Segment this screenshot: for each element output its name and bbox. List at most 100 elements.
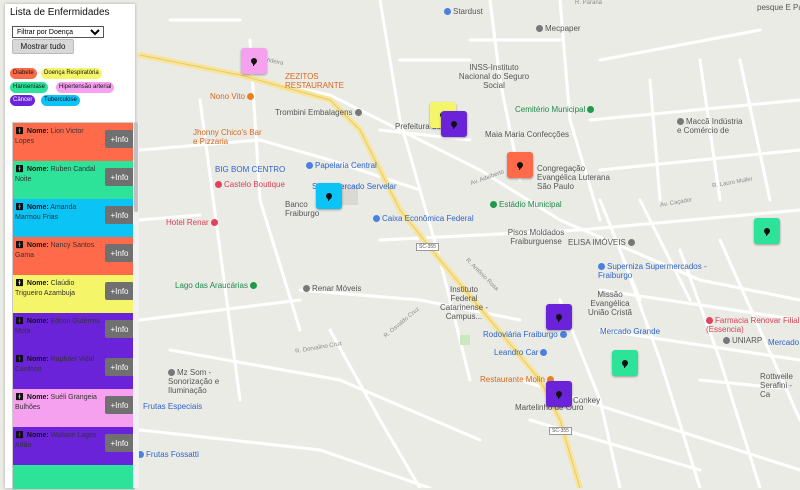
info-button[interactable]: +Info — [105, 434, 134, 452]
disease-marker[interactable] — [507, 152, 533, 178]
map-place[interactable]: Rodoviária Fraiburgo — [483, 330, 569, 339]
info-button[interactable]: +Info — [105, 168, 134, 186]
map-place[interactable]: Conkey — [573, 396, 601, 405]
patient-list[interactable]: 🚹︎ Nome: Lion Victor Lopes +Info 🚹︎ Nome: … — [12, 122, 135, 490]
person-icon: 🚹︎ — [15, 432, 24, 439]
list-item: 🚹︎ Nome: Amanda Marmou Frias +Info — [13, 199, 134, 237]
map-place[interactable]: Farmacia Renovar Filial (Essencia) — [706, 316, 800, 334]
map-place[interactable]: Maccã Indústria e Comércio de — [677, 117, 743, 135]
map-place[interactable]: Missão Evangélica União Cristã — [587, 290, 632, 317]
person-icon: 🚹︎ — [15, 128, 24, 135]
disease-marker[interactable] — [546, 304, 572, 330]
patient-name: Edson Guterres Mota — [15, 318, 100, 335]
map-place[interactable]: Supermercado Servelar — [312, 182, 397, 191]
map-place[interactable]: ZEZITOS RESTAURANTE — [285, 72, 344, 90]
name-prefix: Nome: — [26, 356, 49, 363]
name-prefix: Nome: — [26, 318, 49, 325]
name-prefix: Nome: — [26, 280, 49, 287]
map-place[interactable]: Superniza Supermercados - Fraiburgo — [598, 262, 707, 280]
disease-marker[interactable] — [546, 381, 572, 407]
scroll-thumb[interactable] — [134, 122, 138, 212]
map-place[interactable]: Caixa Econômica Federal — [373, 214, 474, 223]
disease-marker[interactable] — [241, 48, 267, 74]
disease-panel: Lista de Enfermidades Filtrar por Doença… — [5, 4, 139, 490]
patient-name: Claúdio Trigueiro Azambuja — [15, 280, 76, 297]
map-place[interactable]: Frutas Fossatti — [137, 450, 199, 459]
disease-marker[interactable] — [754, 218, 780, 244]
list-item: 🚹︎ Nome: Claúdio Trigueiro Azambuja +Info — [13, 275, 134, 313]
map-place[interactable]: UNIARP — [723, 336, 762, 345]
map-place[interactable]: Rottweile Serafini - Ca — [760, 372, 793, 399]
person-icon: 🚹︎ — [15, 318, 24, 325]
map-place[interactable]: Restaurante Molin — [480, 375, 556, 384]
patient-name: Lion Victor Lopes — [15, 128, 84, 145]
info-button[interactable]: +Info — [105, 396, 134, 414]
map-place[interactable]: Leandro Car — [494, 348, 549, 357]
map-place[interactable]: Congregação Evangélica Luterana São Paul… — [537, 164, 610, 191]
patient-name: Amanda Marmou Frias — [15, 204, 77, 221]
disease-filter-select[interactable]: Filtrar por Doença — [12, 26, 104, 38]
map-place[interactable]: Nono Vito — [210, 92, 256, 101]
map-place[interactable]: Stardust — [444, 7, 483, 16]
map-place[interactable]: Mercado Grande — [600, 327, 661, 336]
info-button[interactable]: +Info — [105, 358, 134, 376]
map-place[interactable]: Prefeitura de — [395, 122, 441, 131]
map-place[interactable]: Pisos Moldados Fraiburguense — [507, 228, 565, 246]
map-place[interactable]: pesque E Pa — [757, 3, 800, 12]
show-all-button[interactable]: Mostrar tudo — [12, 39, 74, 54]
list-item: 🚹︎ Nome: Ruben Candal Noite +Info — [13, 161, 134, 199]
legend-cancer[interactable]: Câncer — [10, 95, 36, 106]
map-place[interactable]: Castelo Boutique — [215, 180, 285, 189]
panel-title: Lista de Enfermidades — [10, 7, 110, 18]
map-place[interactable]: Mz Som - Sonorização e Iluminação — [168, 368, 220, 395]
patient-name: Suéli Grangeia Bulhões — [15, 394, 97, 411]
name-prefix: Nome: — [26, 204, 49, 211]
legend-hypertension[interactable]: Hipertensão arterial — [56, 82, 115, 93]
highway-shield: SC-355 — [549, 427, 572, 435]
disease-marker[interactable] — [316, 183, 342, 209]
map-place[interactable]: Mecpaper — [536, 24, 581, 33]
list-item: 🚹︎ Nome: Suéli Grangeia Bulhões +Info — [13, 389, 134, 427]
person-icon: 🚹︎ — [15, 166, 24, 173]
map-place[interactable]: Jhonny Chico's Bar e Pizzaria — [193, 128, 262, 146]
list-scrollbar[interactable] — [133, 122, 139, 488]
disease-marker[interactable] — [612, 350, 638, 376]
name-prefix: Nome: — [26, 128, 49, 135]
patient-name: Wallace Lages Adão — [15, 432, 97, 449]
map-place[interactable]: Cemitério Municipal — [515, 105, 596, 114]
list-item: 🚹︎ Nome: Raphael Vidal Cardoso +Info — [13, 351, 134, 389]
name-prefix: Nome: — [26, 166, 49, 173]
map-place[interactable]: Hotel Renar — [166, 218, 220, 227]
legend-hanseniase[interactable]: Hanseníase — [10, 82, 49, 93]
info-button[interactable]: +Info — [105, 206, 134, 224]
map-place[interactable]: BIG BOM CENTRO — [215, 165, 286, 174]
info-button[interactable]: +Info — [105, 244, 134, 262]
legend-diabetes[interactable]: Diabete — [10, 68, 37, 79]
patient-name: Ruben Candal Noite — [15, 166, 96, 183]
map-place[interactable]: Mercado Bo — [768, 338, 800, 347]
map-place[interactable]: Maia Maria Confecções — [485, 130, 570, 139]
disease-marker[interactable] — [441, 111, 467, 137]
legend-tuberculosis[interactable]: Tuberculose — [41, 95, 80, 106]
map-place[interactable]: Papelaria Central — [306, 161, 377, 170]
map-place[interactable]: ELISA IMÓVEIS — [568, 238, 637, 247]
list-item: 🚹︎ Nome: Wallace Lages Adão +Info — [13, 427, 134, 465]
info-button[interactable]: +Info — [105, 130, 134, 148]
legend-respiratory[interactable]: Doença Respiratória — [41, 68, 102, 79]
map-place[interactable]: Instituto Federal Catarinense - Campus..… — [439, 285, 489, 321]
map-place[interactable]: Frutas Especiais — [143, 402, 203, 411]
map-place[interactable]: Lago das Araucárias — [175, 281, 259, 290]
name-prefix: Nome: — [26, 394, 49, 401]
map-place[interactable]: Estádio Municipal — [490, 200, 562, 209]
map-place[interactable]: Martelinho de Ouro — [515, 403, 584, 412]
info-button[interactable]: +Info — [105, 282, 134, 300]
map-place[interactable]: Renar Móveis — [303, 284, 361, 293]
road-label: R. Paraná — [575, 0, 603, 6]
map-place[interactable]: INSS-Instituto Nacional do Seguro Social — [458, 63, 530, 90]
patient-name: Raphael Vidal Cardoso — [15, 356, 95, 373]
list-item — [13, 465, 134, 489]
info-button[interactable]: +Info — [105, 320, 134, 338]
map-place[interactable]: Banco Fraiburgo — [285, 200, 320, 218]
map-place[interactable]: Trombini Embalagens — [275, 108, 364, 117]
name-prefix: Nome: — [26, 242, 49, 249]
